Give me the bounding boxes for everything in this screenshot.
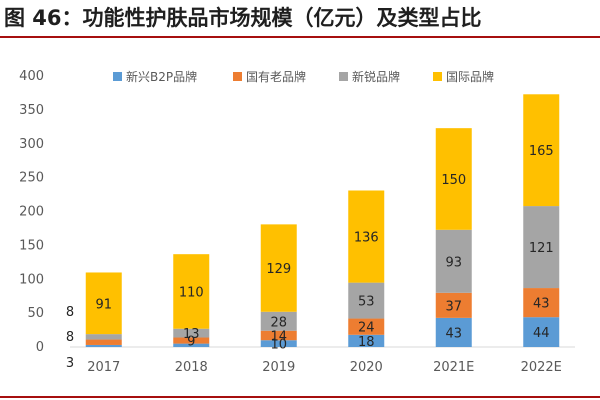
bar-segment xyxy=(260,224,297,312)
bar-segment xyxy=(348,318,385,335)
data-label: 8 xyxy=(66,330,74,345)
bar-segment xyxy=(173,328,210,338)
x-tick-label: 2018 xyxy=(175,360,208,375)
data-label: 37 xyxy=(445,299,462,314)
bar-segment xyxy=(173,343,210,347)
bar-segment xyxy=(260,340,297,347)
bar-segment xyxy=(435,292,472,318)
y-tick-label: 350 xyxy=(19,103,44,118)
bar-segment xyxy=(260,330,297,341)
y-tick-label: 300 xyxy=(19,137,44,152)
data-label: 91 xyxy=(95,297,112,312)
y-tick-label: 50 xyxy=(27,306,44,321)
x-tick-label: 2022E xyxy=(521,360,562,375)
data-label: 43 xyxy=(533,297,550,312)
bar-segment xyxy=(435,128,472,230)
legend-swatch xyxy=(433,72,442,81)
bar-segment xyxy=(435,229,472,293)
data-label: 136 xyxy=(354,231,379,246)
y-tick-label: 150 xyxy=(19,238,44,253)
bar-segment xyxy=(523,94,560,207)
y-tick-label: 100 xyxy=(19,272,44,287)
legend-swatch xyxy=(233,72,242,81)
legend-label: 国有老品牌 xyxy=(246,70,306,84)
bar-segment xyxy=(85,272,122,335)
title-rule xyxy=(0,36,600,38)
bar-segment xyxy=(348,334,385,347)
data-label: 43 xyxy=(445,326,462,341)
data-label: 53 xyxy=(358,295,375,310)
y-tick-label: 0 xyxy=(36,340,44,355)
data-label: 18 xyxy=(358,335,375,350)
bar-segment xyxy=(85,334,122,340)
y-tick-label: 250 xyxy=(19,171,44,186)
legend-swatch xyxy=(113,72,122,81)
x-tick-label: 2017 xyxy=(87,360,120,375)
data-label: 24 xyxy=(358,321,375,336)
bar-segment xyxy=(85,339,122,345)
bar-segment xyxy=(173,337,210,344)
legend-swatch xyxy=(339,72,348,81)
legend-label: 新锐品牌 xyxy=(352,69,400,84)
x-tick-label: 2019 xyxy=(262,360,295,375)
data-label: 8 xyxy=(66,305,74,320)
bar-segment xyxy=(85,344,122,347)
y-tick-label: 200 xyxy=(19,205,44,220)
legend-label: 国际品牌 xyxy=(446,70,494,84)
bottom-rule xyxy=(0,396,600,398)
data-label: 150 xyxy=(441,173,466,188)
data-label: 165 xyxy=(529,144,554,159)
legend-label: 新兴B2P品牌 xyxy=(126,69,197,84)
bar-segment xyxy=(173,254,210,329)
y-tick-label: 400 xyxy=(19,69,44,84)
x-tick-label: 2020 xyxy=(350,360,383,375)
data-label: 129 xyxy=(266,262,291,277)
data-label: 44 xyxy=(533,326,550,341)
data-label: 10 xyxy=(270,338,287,353)
x-tick-label: 2021E xyxy=(433,360,474,375)
bar-segment xyxy=(348,282,385,319)
bar-segment xyxy=(523,317,560,347)
bar-segment xyxy=(523,206,560,289)
data-label: 9 xyxy=(187,335,195,350)
data-label: 110 xyxy=(179,285,204,300)
data-label: 121 xyxy=(529,241,554,256)
data-label: 93 xyxy=(445,255,462,270)
bar-segment xyxy=(435,317,472,347)
figure-title: 图 46：功能性护肤品市场规模（亿元）及类型占比 xyxy=(4,6,482,30)
bar-segment xyxy=(260,311,297,331)
data-label: 14 xyxy=(270,329,287,344)
bar-segment xyxy=(523,288,560,318)
data-label: 3 xyxy=(66,356,74,371)
data-label: 28 xyxy=(270,315,287,330)
bar-segment xyxy=(348,190,385,283)
data-label: 13 xyxy=(183,327,200,342)
